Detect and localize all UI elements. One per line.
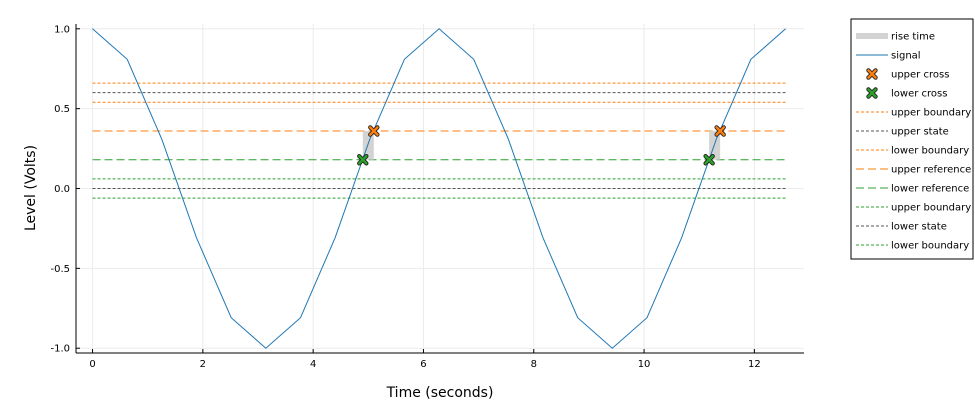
legend-item: upper state bbox=[856, 127, 949, 138]
legend-label: upper reference bbox=[891, 165, 971, 176]
reference-levels bbox=[92, 82, 786, 199]
y-ticks: 1.0 0.5 0.0 -0.5 -1.0 bbox=[50, 24, 80, 355]
legend-item: upper cross bbox=[866, 68, 949, 81]
legend-item: upper boundary bbox=[856, 203, 971, 214]
x-tick-label: 8 bbox=[531, 359, 537, 370]
lower-cross-marker bbox=[357, 154, 369, 166]
x-tick-label: 0 bbox=[89, 359, 95, 370]
x-tick-label: 4 bbox=[310, 359, 316, 370]
rise-time-bands bbox=[362, 131, 721, 160]
y-tick-label: 0.0 bbox=[54, 184, 70, 195]
legend-item: lower boundary bbox=[856, 146, 969, 157]
upper-cross-marker bbox=[714, 125, 726, 137]
legend-item: lower reference bbox=[856, 184, 969, 195]
legend-label: lower cross bbox=[891, 89, 947, 100]
legend-label: rise time bbox=[891, 32, 935, 43]
lower-cross-marker bbox=[703, 154, 715, 166]
legend-label: lower reference bbox=[891, 184, 969, 195]
x-ticks: 0 2 4 6 8 10 12 bbox=[89, 349, 761, 370]
legend-label: signal bbox=[891, 51, 921, 62]
x-tick-label: 6 bbox=[420, 359, 426, 370]
rise-time-band bbox=[362, 131, 374, 160]
signal-series bbox=[92, 28, 786, 349]
x-axis-title: Time (seconds) bbox=[386, 385, 494, 400]
legend-label: upper state bbox=[891, 127, 949, 138]
x-tick-label: 2 bbox=[200, 359, 206, 370]
legend: rise time signal upper cross lower cross upp… bbox=[850, 18, 974, 260]
upper-cross-marker bbox=[368, 125, 380, 137]
y-tick-label: -0.5 bbox=[50, 264, 70, 275]
axes: 0 2 4 6 8 10 12 1.0 0.5 0.0 -0.5 -1.0 Time (second… bbox=[23, 24, 804, 400]
x-tick-label: 12 bbox=[748, 359, 761, 370]
legend-label: upper boundary bbox=[891, 108, 971, 119]
cross-markers bbox=[357, 125, 726, 166]
y-tick-label: -1.0 bbox=[50, 344, 70, 355]
upper-cross-marker-fill bbox=[715, 126, 725, 136]
legend-marker-fill bbox=[867, 69, 877, 79]
legend-item: lower cross bbox=[866, 87, 947, 100]
y-axis-title: Level (Volts) bbox=[23, 145, 39, 231]
legend-label: upper boundary bbox=[891, 203, 971, 214]
legend-label: upper cross bbox=[891, 70, 949, 81]
legend-item: upper boundary bbox=[856, 108, 971, 119]
legend-marker bbox=[866, 68, 878, 80]
signal-line bbox=[92, 28, 786, 349]
x-tick-label: 10 bbox=[638, 359, 651, 370]
legend-item: lower boundary bbox=[856, 241, 969, 252]
legend-item: upper reference bbox=[856, 165, 971, 176]
legend-label: lower boundary bbox=[891, 241, 969, 252]
y-tick-label: 0.5 bbox=[54, 104, 70, 115]
lower-cross-marker-fill bbox=[357, 154, 368, 165]
legend-item: lower state bbox=[856, 222, 947, 233]
upper-cross-marker-fill bbox=[369, 126, 379, 136]
legend-item: signal bbox=[856, 51, 921, 62]
legend-marker bbox=[866, 87, 878, 99]
legend-item: rise time bbox=[856, 32, 935, 43]
legend-marker-fill bbox=[867, 88, 877, 98]
legend-box bbox=[850, 18, 974, 260]
plot-area bbox=[76, 24, 804, 353]
legend-label: lower state bbox=[891, 222, 947, 233]
legend-label: lower boundary bbox=[891, 146, 969, 157]
lower-cross-marker-fill bbox=[704, 154, 714, 165]
y-tick-label: 1.0 bbox=[54, 24, 70, 35]
